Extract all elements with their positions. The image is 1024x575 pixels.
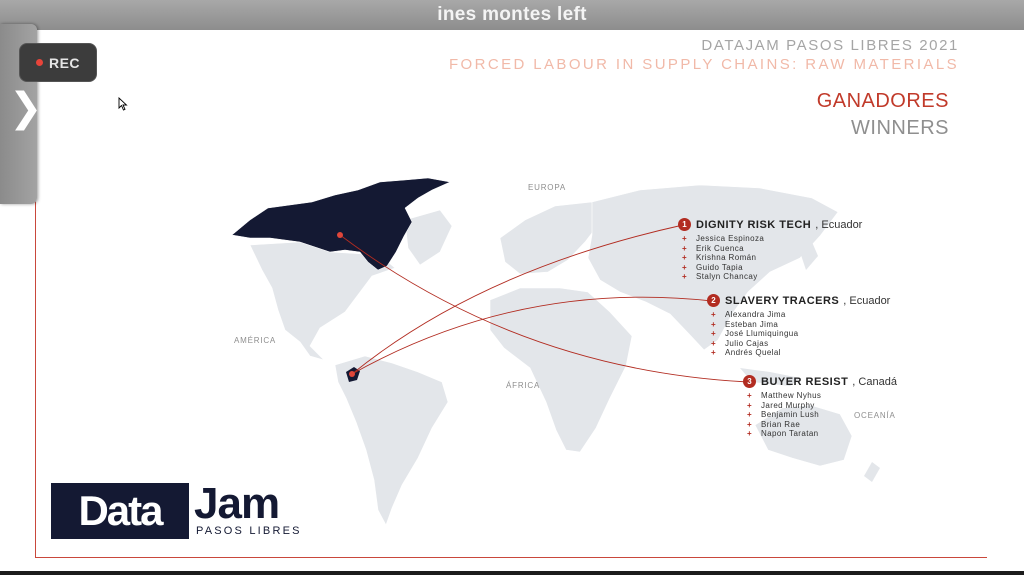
window-title: ines montes left: [437, 4, 587, 25]
member: Napon Taratan: [747, 429, 897, 439]
label-europa: EUROPA: [528, 183, 566, 192]
canada-highlight: [231, 177, 451, 271]
mouse-cursor-icon: [118, 97, 128, 111]
label-africa: ÁFRICA: [506, 381, 541, 390]
team-members: Matthew Nyhus Jared Murphy Benjamin Lush…: [747, 391, 897, 439]
greenland-land: [404, 209, 453, 266]
label-america: AMÉRICA: [234, 336, 277, 345]
member: Jared Murphy: [747, 401, 897, 411]
slide-bottom-edge: [0, 571, 1024, 575]
arc-ecuador-to-winner-2: [351, 296, 713, 375]
window-titlebar: ines montes left: [0, 0, 1024, 30]
member: Erik Cuenca: [682, 244, 862, 254]
logo-jam-text: Jam: [194, 479, 280, 528]
member: Stalyn Chancay: [682, 272, 862, 282]
rank-badge: 2: [707, 294, 720, 307]
team-members: Jessica Espinoza Erik Cuenca Krishna Rom…: [682, 234, 862, 282]
presentation-slide: DATAJAM PASOS LIBRES 2021 FORCED LABOUR …: [0, 30, 1024, 575]
winner-3: 3 BUYER RESIST, Canadá Matthew Nyhus Jar…: [743, 375, 897, 439]
winner-1: 1 DIGNITY RISK TECH, Ecuador Jessica Esp…: [678, 218, 862, 282]
winners-title-en: WINNERS: [851, 117, 949, 139]
recording-label: REC: [48, 54, 81, 71]
logo-data-text: Data: [78, 487, 163, 534]
team-name: BUYER RESIST: [761, 375, 849, 388]
winners-title-es: GANADORES: [816, 90, 949, 112]
member: Andrés Quelal: [711, 348, 890, 358]
member: Krishna Román: [682, 253, 862, 263]
recording-button[interactable]: REC: [19, 43, 97, 82]
winner-2: 2 SLAVERY TRACERS, Ecuador Alexandra Jim…: [707, 294, 890, 358]
team-country: , Ecuador: [815, 218, 863, 231]
record-dot-icon: [35, 59, 43, 66]
event-title: DATAJAM PASOS LIBRES 2021: [701, 37, 959, 54]
member: Guido Tapia: [682, 263, 862, 273]
team-name: DIGNITY RISK TECH: [696, 218, 812, 231]
team-name: SLAVERY TRACERS: [725, 294, 840, 307]
arc-ecuador-to-winner-1: [351, 224, 684, 375]
rank-badge: 1: [678, 218, 691, 231]
challenge-subtitle: FORCED LABOUR IN SUPPLY CHAINS: RAW MATE…: [448, 56, 959, 73]
ecuador-marker: [349, 371, 355, 377]
frame-left-rule: [35, 30, 36, 558]
member: Benjamin Lush: [747, 410, 897, 420]
africa-land: [489, 287, 633, 453]
team-country: , Ecuador: [843, 294, 891, 307]
member: Alexandra Jima: [711, 310, 890, 320]
team-country: , Canadá: [852, 375, 897, 388]
member: José Llumiquingua: [711, 329, 890, 339]
rank-badge: 3: [743, 375, 756, 388]
logo-subtitle: PASOS LIBRES: [196, 525, 302, 537]
chevron-right-icon[interactable]: ❯: [9, 86, 43, 130]
member: Julio Cajas: [711, 339, 890, 349]
member: Brian Rae: [747, 420, 897, 430]
europe-land: [499, 201, 599, 275]
new-zealand-land: [864, 462, 880, 482]
south-america-land: [334, 355, 449, 526]
member: Matthew Nyhus: [747, 391, 897, 401]
frame-bottom-rule: [35, 557, 987, 558]
team-members: Alexandra Jima Esteban Jima José Llumiqu…: [711, 310, 890, 358]
canada-marker: [337, 232, 343, 238]
arc-canada-to-winner-3: [339, 234, 749, 383]
member: Esteban Jima: [711, 320, 890, 330]
member: Jessica Espinoza: [682, 234, 862, 244]
